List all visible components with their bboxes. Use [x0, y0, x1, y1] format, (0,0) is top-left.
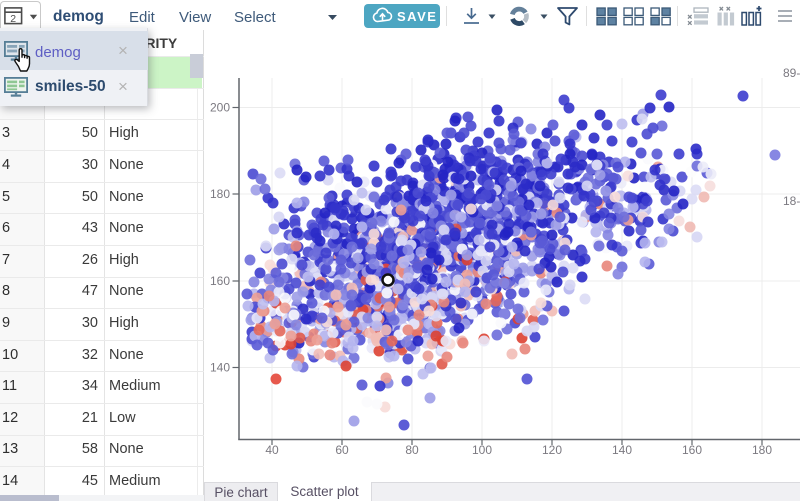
svg-text:80: 80	[405, 443, 419, 457]
svg-text:200: 200	[210, 101, 230, 115]
svg-text:180: 180	[210, 187, 230, 201]
svg-text:140: 140	[210, 361, 230, 375]
svg-text:140: 140	[612, 443, 632, 457]
svg-text:160: 160	[210, 274, 230, 288]
svg-text:60: 60	[335, 443, 349, 457]
svg-text:100: 100	[472, 443, 492, 457]
svg-text:2: 2	[10, 13, 16, 25]
svg-text:160: 160	[682, 443, 702, 457]
svg-text:89-: 89-	[783, 66, 800, 80]
svg-text:40: 40	[265, 443, 279, 457]
svg-text:18-: 18-	[783, 194, 800, 208]
svg-text:180: 180	[752, 443, 772, 457]
svg-text:120: 120	[542, 443, 562, 457]
